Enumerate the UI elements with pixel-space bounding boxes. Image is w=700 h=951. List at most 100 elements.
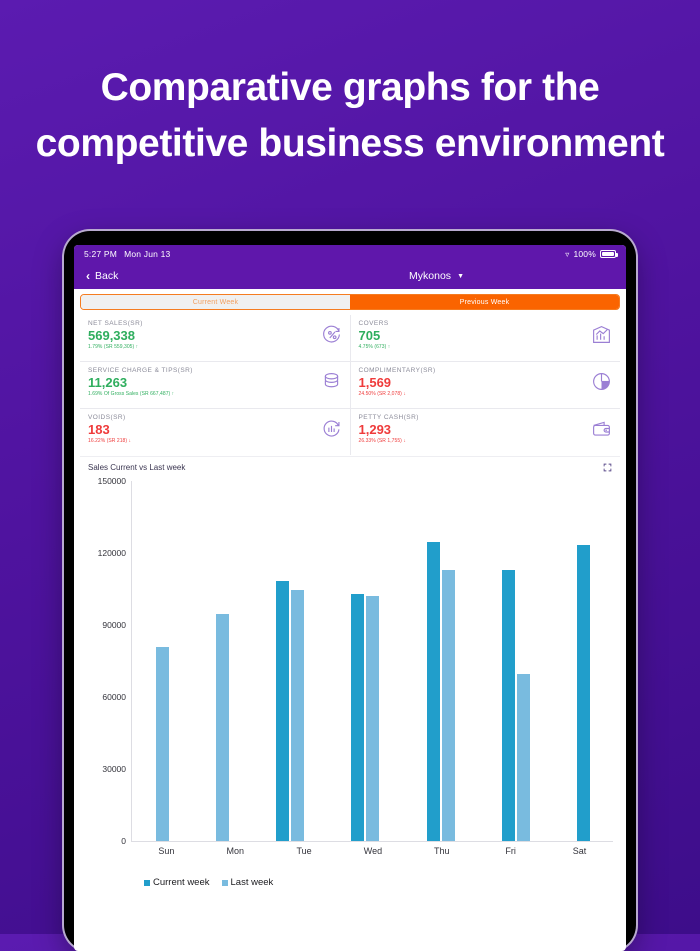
kpi-value: 1,293 xyxy=(358,422,392,437)
hero-headline: Comparative graphs for the competitive b… xyxy=(0,60,700,172)
chart-bar[interactable] xyxy=(351,593,365,841)
kpi-label: COVERS xyxy=(358,320,389,327)
chart-x-tick-label: Wed xyxy=(363,846,383,856)
chart-legend-swatch xyxy=(221,879,228,886)
chart-bar-group xyxy=(351,481,380,841)
location-selector-label: Mykonos xyxy=(409,270,452,282)
chart-x-tick-label: Sat xyxy=(572,846,587,856)
chevron-left-icon: ‹ xyxy=(86,269,90,283)
chart-bar[interactable] xyxy=(155,646,169,841)
pie-chart-icon xyxy=(591,371,612,392)
back-button-label: Back xyxy=(95,270,119,282)
chart-y-tick-label: 0 xyxy=(121,836,126,846)
chart-plot: 0 30000 60000 90000 120000 150000 Sun Mon Tue We… xyxy=(86,476,614,871)
kpi-card-voids[interactable]: VOIDS(SR) 183 16.22% (SR 218) ↓ xyxy=(80,409,350,455)
kpi-value: 705 xyxy=(358,328,381,343)
chart-legend-label: Last week xyxy=(230,877,274,888)
chart-bar-group xyxy=(215,481,229,841)
chart-bar-group xyxy=(426,481,455,841)
kpi-card-net-sales[interactable]: NET SALES(SR) 569,338 1.79% (SR 559,305)… xyxy=(80,315,350,361)
chart-legend-item[interactable]: Last week xyxy=(221,877,274,888)
kpi-subtext: 24.50% (SR 2,078) ↓ xyxy=(358,391,406,397)
tablet-device-frame: 5:27 PM Mon Jun 13 ▿ 100% ‹ Back Mykonos… xyxy=(64,231,636,951)
chart-y-tick-label: 90000 xyxy=(102,620,126,630)
chart-y-tick-label: 150000 xyxy=(97,476,126,486)
kpi-value: 11,263 xyxy=(88,375,128,390)
chart-bar[interactable] xyxy=(366,595,380,841)
expand-icon[interactable] xyxy=(603,463,612,472)
chart-bar[interactable] xyxy=(441,569,455,841)
battery-icon xyxy=(600,250,618,258)
chart-y-axis-line xyxy=(131,481,132,841)
kpi-card-petty-cash[interactable]: PETTY CASH(SR) 1,293 26.33% (SR 1,755) ↓ xyxy=(350,409,620,455)
chart-bar-group xyxy=(276,481,305,841)
chart-legend: Current week Last week xyxy=(86,871,614,888)
kpi-subtext: 4.75% (673) ↑ xyxy=(358,344,391,350)
sales-chart-card: Sales Current vs Last week 0 30000 60000 90… xyxy=(80,456,620,907)
kpi-card-complimentary[interactable]: COMPLIMENTARY(SR) 1,569 24.50% (SR 2,078… xyxy=(350,362,620,408)
chart-legend-item[interactable]: Current week xyxy=(144,877,210,888)
wifi-icon: ▿ xyxy=(565,249,570,259)
kpi-value: 569,338 xyxy=(88,328,135,343)
chart-bar[interactable] xyxy=(517,674,531,841)
status-bar-time: 5:27 PM xyxy=(84,249,118,259)
chart-bar-group xyxy=(577,481,591,841)
tab-current-week[interactable]: Current Week xyxy=(81,295,350,309)
kpi-subtext: 1.79% (SR 559,305) ↑ xyxy=(88,344,139,350)
chart-x-axis-line xyxy=(131,841,613,842)
kpi-subtext: 16.22% (SR 218) ↓ xyxy=(88,438,132,444)
status-bar: 5:27 PM Mon Jun 13 ▿ 100% xyxy=(74,245,626,263)
wallet-icon xyxy=(591,418,612,439)
back-button[interactable]: ‹ Back xyxy=(86,270,118,282)
chart-x-tick-label: Sun xyxy=(158,846,175,856)
coins-stack-icon xyxy=(321,371,342,392)
navigation-bar: ‹ Back Mykonos ▼ xyxy=(74,263,626,289)
kpi-value: 183 xyxy=(88,422,110,437)
chart-y-axis: 0 30000 60000 90000 120000 150000 xyxy=(86,476,130,846)
kpi-card-covers[interactable]: COVERS 705 4.75% (673) ↑ xyxy=(350,315,620,361)
kpi-label: VOIDS(SR) xyxy=(88,414,126,421)
chart-bar-group xyxy=(155,481,169,841)
refresh-chart-icon xyxy=(321,418,342,439)
battery-percent-label: 100% xyxy=(573,249,596,259)
chart-header: Sales Current vs Last week xyxy=(80,456,620,477)
tablet-screen: 5:27 PM Mon Jun 13 ▿ 100% ‹ Back Mykonos… xyxy=(74,245,626,951)
chart-y-tick-label: 60000 xyxy=(102,692,126,702)
chart-title: Sales Current vs Last week xyxy=(88,463,186,472)
chart-bar[interactable] xyxy=(426,541,440,841)
chart-plot-area: 0 30000 60000 90000 120000 150000 Sun Mon Tue We… xyxy=(80,476,620,907)
chart-bar[interactable] xyxy=(577,544,591,841)
tab-previous-week[interactable]: Previous Week xyxy=(350,295,619,309)
chart-bar[interactable] xyxy=(502,569,516,841)
chart-x-tick-label: Tue xyxy=(296,846,312,856)
percent-circle-icon xyxy=(321,324,342,345)
chart-bar[interactable] xyxy=(291,589,305,841)
kpi-subtext: 26.33% (SR 1,755) ↓ xyxy=(358,438,406,444)
chart-bar-group xyxy=(502,481,531,841)
bar-chart-growth-icon xyxy=(591,324,612,345)
location-selector[interactable]: Mykonos ▼ xyxy=(409,270,464,282)
week-toggle[interactable]: Current Week Previous Week xyxy=(80,294,620,310)
chart-legend-swatch xyxy=(144,879,150,886)
chart-bar[interactable] xyxy=(215,614,229,841)
kpi-card-service-charge-tips[interactable]: SERVICE CHARGE & TIPS(SR) 11,263 1.69% O… xyxy=(80,362,350,408)
kpi-label: SERVICE CHARGE & TIPS(SR) xyxy=(88,367,193,374)
chart-y-tick-label: 30000 xyxy=(102,764,126,774)
kpi-subtext: 1.69% Of Gross Sales (SR 667,487) ↑ xyxy=(88,391,175,397)
status-bar-date: Mon Jun 13 xyxy=(124,249,171,259)
chevron-down-icon: ▼ xyxy=(457,272,464,280)
chart-y-tick-label: 120000 xyxy=(97,548,126,558)
kpi-label: PETTY CASH(SR) xyxy=(358,414,419,421)
app-content: Current Week Previous Week NET SALES(SR)… xyxy=(74,289,626,907)
kpi-label: NET SALES(SR) xyxy=(88,320,143,327)
hero-line-2: competitive business environment xyxy=(35,122,665,165)
kpi-grid: NET SALES(SR) 569,338 1.79% (SR 559,305)… xyxy=(80,315,620,455)
chart-legend-label: Current week xyxy=(153,877,210,888)
chart-x-tick-label: Thu xyxy=(434,846,450,856)
chart-x-tick-label: Fri xyxy=(505,846,516,856)
hero-line-1: Comparative graphs for the xyxy=(100,66,600,109)
kpi-label: COMPLIMENTARY(SR) xyxy=(358,367,436,374)
chart-x-tick-label: Mon xyxy=(226,846,245,856)
chart-bar[interactable] xyxy=(276,580,290,841)
chart-bars xyxy=(132,481,614,841)
